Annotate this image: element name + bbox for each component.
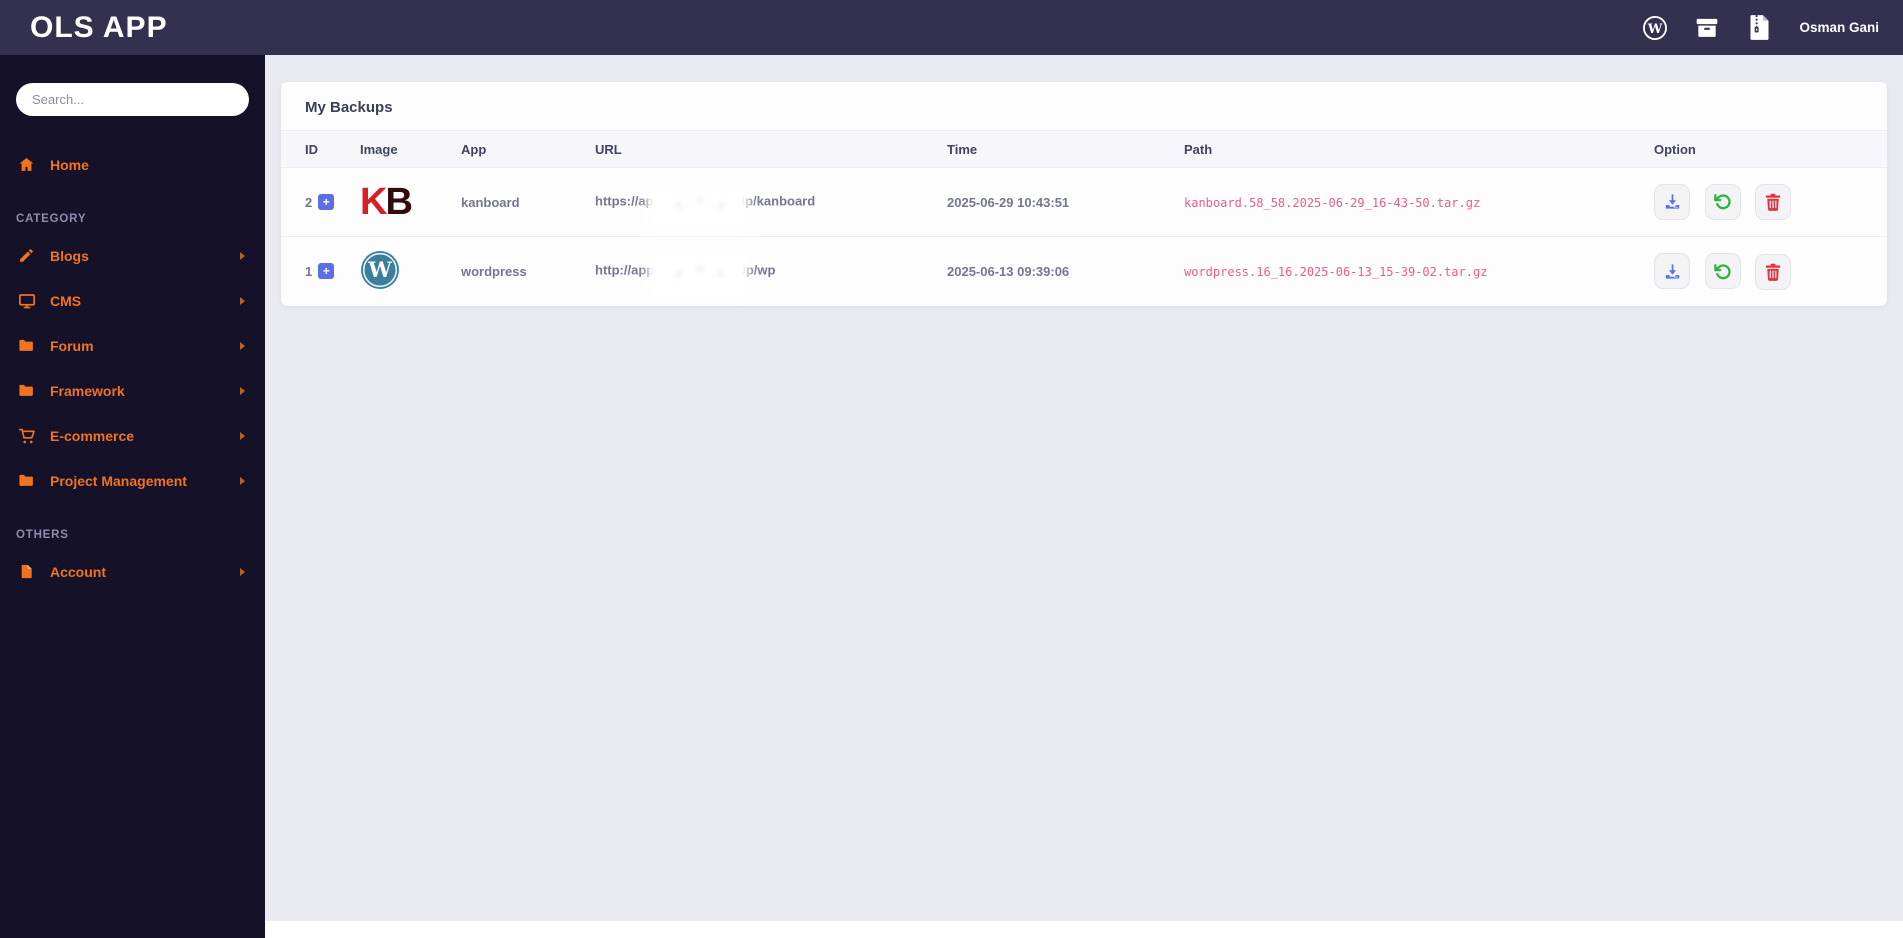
col-header-option: Option [1654, 130, 1887, 168]
trash-icon [1766, 194, 1781, 212]
table-header-row: ID Image App URL Time Path Option [281, 130, 1887, 168]
download-button[interactable] [1654, 183, 1690, 220]
sidebar-item-label: Account [50, 563, 106, 580]
wordpress-w-glyph: W [1647, 21, 1663, 36]
restore-button[interactable] [1704, 183, 1741, 220]
col-header-url: URL [595, 130, 947, 168]
sidebar-item-project-management[interactable]: Project Management [0, 458, 265, 503]
sidebar-item-label: Forum [50, 337, 94, 354]
wordpress-w-glyph: W [367, 257, 392, 282]
card-title: My Backups [305, 99, 393, 116]
col-header-id: ID [281, 130, 360, 168]
sidebar-item-label: CMS [50, 292, 82, 309]
table-row: 2 + KB kanboard https://ap ip/kanboard 20… [281, 167, 1887, 237]
restore-icon [1714, 194, 1731, 210]
sidebar-item-forum[interactable]: Forum [0, 323, 265, 368]
backup-time: 2025-06-13 09:39:06 [947, 263, 1070, 279]
app-url: https://ap ip/kanboard [595, 167, 947, 237]
delete-button[interactable] [1755, 184, 1792, 221]
topbar-right: W Osman Gani [1641, 14, 1879, 42]
restore-button[interactable] [1704, 253, 1741, 289]
main-content: My Backups ID Image App URL Time Path Op… [265, 55, 1903, 938]
sidebar-item-label: Blogs [50, 247, 89, 264]
archive-box-icon[interactable] [1693, 14, 1721, 42]
backup-path: wordpress.16_16.2025-06-13_15-39-02.tar.… [1184, 264, 1488, 279]
kanboard-logo: KB [360, 181, 413, 223]
row-id: 2 [305, 194, 313, 210]
chevron-right-icon [240, 341, 245, 350]
sidebar-item-framework[interactable]: Framework [0, 368, 265, 413]
sidebar-item-account[interactable]: Account [0, 549, 265, 594]
delete-button[interactable] [1755, 253, 1792, 290]
redacted-url-blur [650, 259, 747, 284]
sidebar-item-label: E-commerce [50, 427, 135, 444]
sidebar-item-home[interactable]: Home [0, 142, 265, 187]
app-url: http://app ip/wp [595, 237, 947, 306]
my-backups-card: My Backups ID Image App URL Time Path Op… [281, 82, 1887, 306]
folder-icon [16, 472, 37, 489]
search-input[interactable] [32, 92, 233, 107]
folder-icon [16, 337, 37, 354]
backup-path: kanboard.58_58.2025-06-29_16-43-50.tar.g… [1184, 195, 1481, 210]
backup-time: 2025-06-29 10:43:51 [947, 167, 1184, 237]
chevron-right-icon [240, 296, 245, 305]
sidebar-item-label: Framework [50, 382, 125, 399]
wordpress-icon[interactable]: W [1641, 14, 1669, 42]
sidebar-item-cms[interactable]: CMS [0, 278, 265, 323]
section-label-category: CATEGORY [16, 213, 87, 225]
chevron-right-icon [240, 431, 245, 440]
section-label-others: OTHERS [16, 529, 69, 541]
sidebar: Home CATEGORY Blogs [0, 55, 265, 938]
sidebar-item-label: Home [50, 156, 89, 173]
chevron-right-icon [240, 251, 245, 260]
folder-icon [16, 382, 37, 399]
sidebar-item-ecommerce[interactable]: E-commerce [0, 413, 265, 458]
sidebar-item-blogs[interactable]: Blogs [0, 233, 265, 278]
redacted-url-blur [649, 190, 746, 214]
app-logo: OLS APP [30, 10, 168, 44]
col-header-image: Image [360, 130, 461, 168]
app-name: wordpress [461, 263, 527, 279]
table-row: 1 + W wordpress [281, 237, 1887, 306]
col-header-time: Time [947, 130, 1184, 168]
download-icon [1665, 263, 1679, 279]
sidebar-search [16, 83, 249, 116]
download-button[interactable] [1654, 253, 1690, 289]
col-header-path: Path [1184, 130, 1654, 168]
pencil-icon [16, 247, 37, 264]
col-header-app: App [461, 130, 595, 168]
chevron-right-icon [240, 386, 245, 395]
expand-row-button[interactable]: + [318, 194, 335, 210]
expand-row-button[interactable]: + [318, 263, 335, 280]
wordpress-logo: W [361, 250, 399, 289]
restore-icon [1714, 263, 1731, 279]
trash-icon [1766, 263, 1781, 281]
zip-file-icon[interactable] [1745, 14, 1773, 42]
monitor-icon [16, 292, 37, 310]
home-icon [16, 156, 37, 173]
cart-icon [16, 427, 37, 445]
page-footer [265, 921, 1903, 938]
chevron-right-icon [240, 567, 245, 576]
file-icon [16, 563, 37, 580]
app-name: kanboard [461, 167, 595, 237]
sidebar-item-label: Project Management [50, 472, 187, 489]
row-id: 1 [305, 263, 313, 279]
chevron-right-icon [240, 476, 245, 485]
topbar: OLS APP W Osman Gani [0, 0, 1903, 55]
download-icon [1665, 194, 1679, 209]
backups-table: ID Image App URL Time Path Option [281, 130, 1887, 306]
user-name[interactable]: Osman Gani [1799, 20, 1879, 35]
